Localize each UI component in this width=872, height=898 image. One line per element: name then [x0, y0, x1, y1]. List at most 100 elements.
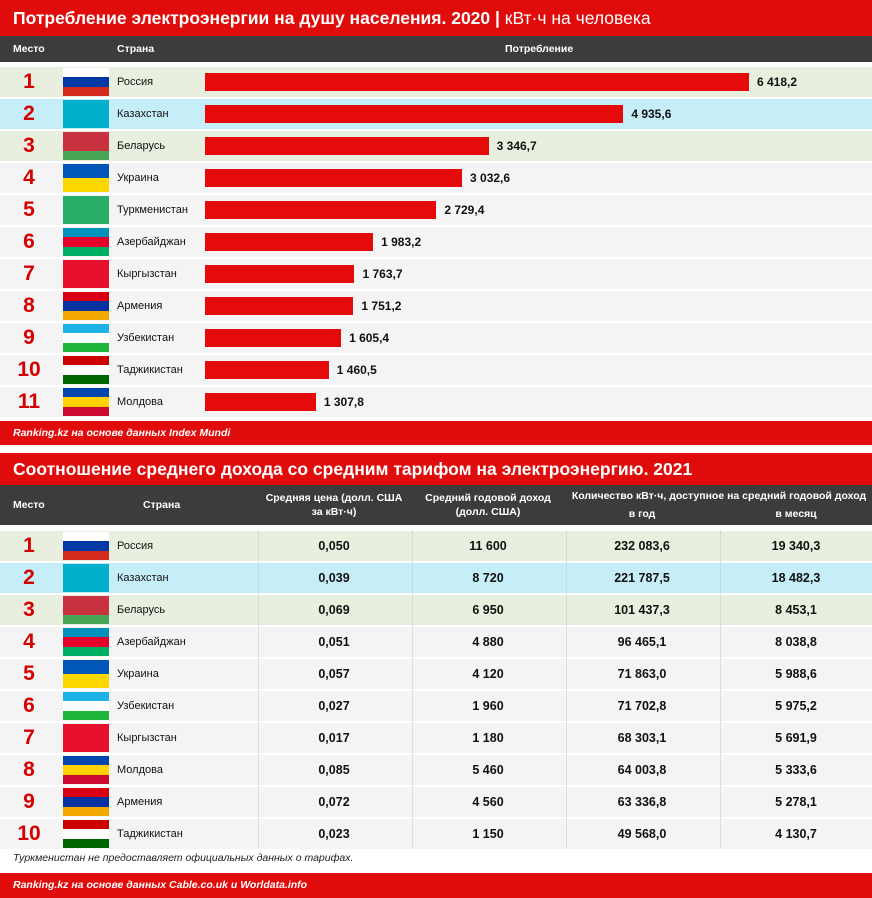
- header-price: Средняя цена (долл. США за кВт·ч): [258, 491, 410, 519]
- title-separator: |: [495, 8, 505, 28]
- consumption-bar: [205, 297, 354, 315]
- flag-icon: [63, 564, 109, 592]
- chart1-row: 10 Таджикистан 1 460,5: [0, 355, 872, 385]
- kwh-month-cell: 5 691,9: [775, 731, 817, 745]
- price-cell: 0,057: [318, 667, 350, 681]
- income-cell: 4 560: [472, 795, 504, 809]
- table-row: 4 Азербайджан 0,051 4 880 96 465,1 8 038,8: [0, 627, 872, 657]
- header-price-line1: Средняя цена (долл. США: [265, 492, 403, 504]
- bar-value-label: 1 751,2: [361, 299, 402, 313]
- chart1-row: 5 Туркменистан 2 729,4: [0, 195, 872, 225]
- bar-value-label: 1 983,2: [381, 235, 422, 249]
- chart1-row: 9 Узбекистан 1 605,4: [0, 323, 872, 353]
- rank-number: 1: [23, 534, 35, 557]
- price-cell: 0,072: [318, 795, 350, 809]
- kwh-year-cell: 232 083,6: [614, 539, 670, 553]
- rank-number: 4: [23, 630, 35, 653]
- country-name: Узбекистан: [117, 332, 175, 344]
- flag-icon: [63, 692, 109, 720]
- flag-icon: [63, 596, 109, 624]
- bar-value-label: 6 418,2: [757, 75, 798, 89]
- income-cell: 1 180: [472, 731, 504, 745]
- header-country: Страна: [117, 43, 155, 55]
- country-name: Армения: [117, 300, 163, 312]
- chart1-row: 8 Армения 1 751,2: [0, 291, 872, 321]
- kwh-month-cell: 18 482,3: [771, 571, 821, 585]
- rank-number: 8: [23, 294, 35, 317]
- kwh-year-cell: 221 787,5: [614, 571, 670, 585]
- kwh-year-cell: 71 863,0: [617, 667, 667, 681]
- table-row: 3 Беларусь 0,069 6 950 101 437,3 8 453,1: [0, 595, 872, 625]
- bar-value-label: 3 346,7: [496, 139, 537, 153]
- country-name: Азербайджан: [117, 236, 186, 248]
- header-kwh-group: Количество кВт·ч, доступное на средний г…: [571, 490, 867, 502]
- rank-number: 11: [17, 390, 41, 413]
- column-divider: [412, 531, 413, 847]
- country-name: Россия: [117, 540, 154, 552]
- price-cell: 0,039: [318, 571, 350, 585]
- rank-number: 3: [23, 134, 35, 157]
- country-name: Украина: [117, 668, 159, 680]
- rank-number: 5: [23, 662, 35, 685]
- rank-number: 7: [23, 262, 35, 285]
- kwh-year-cell: 101 437,3: [614, 603, 670, 617]
- flag-icon: [63, 820, 109, 848]
- header-rank: Место: [13, 43, 45, 55]
- consumption-bar: [205, 329, 342, 347]
- price-cell: 0,050: [318, 539, 350, 553]
- country-name: Узбекистан: [117, 700, 175, 712]
- country-name: Беларусь: [117, 604, 166, 616]
- rank-number: 10: [17, 358, 41, 381]
- chart1-row: 11 Молдова 1 307,8: [0, 387, 872, 417]
- chart1-row: 4 Украина 3 032,6: [0, 163, 872, 193]
- bar-value-label: 2 729,4: [444, 203, 485, 217]
- table-row: 5 Украина 0,057 4 120 71 863,0 5 988,6: [0, 659, 872, 689]
- flag-icon: [63, 724, 109, 752]
- chart1-title: Потребление электроэнергии на душу насел…: [0, 0, 872, 36]
- flag-icon: [63, 756, 109, 784]
- rank-number: 8: [23, 758, 35, 781]
- table-row: 6 Узбекистан 0,027 1 960 71 702,8 5 975,2: [0, 691, 872, 721]
- income-cell: 8 720: [472, 571, 504, 585]
- bar-value-label: 3 032,6: [470, 171, 511, 185]
- rank-number: 9: [23, 790, 35, 813]
- income-cell: 5 460: [472, 763, 504, 777]
- chart2-note: Туркменистан не предоставляет официальны…: [13, 852, 354, 864]
- table-row: 7 Кыргызстан 0,017 1 180 68 303,1 5 691,9: [0, 723, 872, 753]
- country-name: Казахстан: [117, 108, 169, 120]
- kwh-year-cell: 64 003,8: [617, 763, 667, 777]
- flag-icon: [63, 356, 109, 384]
- country-name: Россия: [117, 76, 154, 88]
- consumption-bar: [205, 393, 316, 411]
- rank-number: 7: [23, 726, 35, 749]
- country-name: Кыргызстан: [117, 732, 177, 744]
- consumption-bar: [205, 265, 355, 283]
- consumption-bar: [205, 137, 489, 155]
- income-cell: 1 960: [472, 699, 504, 713]
- flag-icon: [63, 164, 109, 192]
- flag-icon: [63, 532, 109, 560]
- flag-icon: [63, 100, 109, 128]
- consumption-bar: [205, 361, 329, 379]
- kwh-month-cell: 8 453,1: [775, 603, 817, 617]
- chart1-subtitle: кВт·ч на человека: [504, 8, 651, 28]
- column-divider: [258, 531, 259, 847]
- income-cell: 4 880: [472, 635, 504, 649]
- table-row: 2 Казахстан 0,039 8 720 221 787,5 18 482,3: [0, 563, 872, 593]
- flag-icon: [63, 788, 109, 816]
- price-cell: 0,069: [318, 603, 350, 617]
- flag-icon: [63, 260, 109, 288]
- kwh-year-cell: 96 465,1: [617, 635, 667, 649]
- price-cell: 0,023: [318, 827, 350, 841]
- chart1-row: 2 Казахстан 4 935,6: [0, 99, 872, 129]
- kwh-month-cell: 19 340,3: [771, 539, 821, 553]
- chart1-title-text: Потребление электроэнергии на душу насел…: [13, 8, 491, 28]
- chart2-source: Ranking.kz на основе данных Cable.co.uk …: [0, 873, 872, 898]
- table-row: 1 Россия 0,050 11 600 232 083,6 19 340,3: [0, 531, 872, 561]
- consumption-bar: [205, 169, 463, 187]
- chart1-row: 3 Беларусь 3 346,7: [0, 131, 872, 161]
- rank-number: 3: [23, 598, 35, 621]
- header-income: Средний годовой доход (долл. США): [412, 491, 564, 519]
- consumption-bar: [205, 105, 624, 123]
- table-row: 8 Молдова 0,085 5 460 64 003,8 5 333,6: [0, 755, 872, 785]
